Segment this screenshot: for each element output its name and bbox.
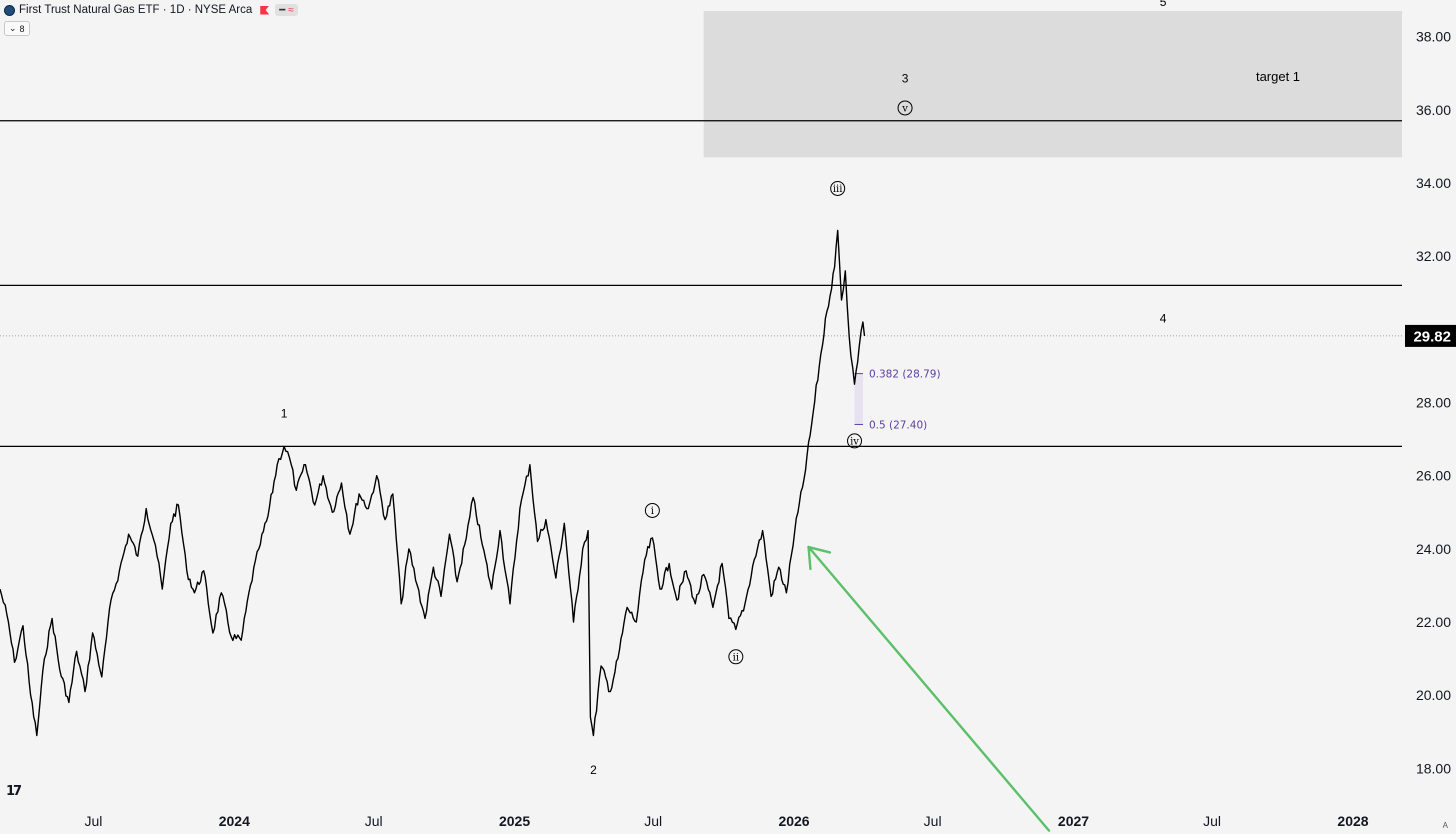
price-line (0, 229, 866, 737)
fib-level-label: 0.5 (27.40) (869, 419, 927, 431)
wave-label-1: 1 (281, 406, 288, 420)
target-zone-layer: target 1 (703, 10, 1402, 158)
price-series-layer (0, 229, 866, 737)
wave-label-circle (728, 649, 744, 665)
tradingview-logo-icon[interactable]: 17 (6, 784, 22, 799)
wave-label-5: 5 (1160, 0, 1167, 9)
x-tick-label: Jul (644, 813, 662, 829)
wave-label-2: 2 (590, 763, 597, 777)
arrow-head (807, 545, 832, 554)
approx-icon: ≈ (288, 4, 294, 16)
wave-label-circle (847, 433, 863, 449)
chart-header: First Trust Natural Gas ETF · 1D · NYSE … (4, 2, 298, 18)
x-tick-label: Jul (84, 813, 102, 829)
y-tick-label: 34.00 (1416, 175, 1451, 191)
wave-label-v: v (901, 103, 908, 114)
price-axis[interactable]: 18.0020.0022.0024.0026.0028.0030.0032.00… (1405, 29, 1456, 777)
wave-label-circle (897, 100, 913, 116)
y-tick-label: 38.00 (1416, 29, 1451, 45)
last-price-label: 29.82 (1413, 328, 1451, 345)
wave-label-ii: ii (733, 652, 739, 663)
circle-logo-icon (4, 4, 15, 16)
y-tick-label: 28.00 (1416, 395, 1451, 411)
status-pill[interactable]: ━ ≈ (275, 4, 298, 16)
y-tick-label: 24.00 (1416, 541, 1451, 557)
minus-icon: ━ (279, 4, 286, 16)
wave-label-i: i (651, 506, 654, 517)
auto-scale-button[interactable]: A (1442, 821, 1448, 830)
arrow-layer (807, 545, 1051, 832)
fib-retracement-layer: 0.382 (28.79) 0.5 (27.40) (854, 369, 941, 431)
x-tick-label: 2024 (219, 813, 250, 829)
y-tick-label: 22.00 (1416, 614, 1451, 630)
x-tick-label: 2025 (499, 813, 530, 829)
arrow-head (807, 545, 812, 571)
y-tick-label: 20.00 (1416, 687, 1451, 703)
x-tick-label: 2028 (1337, 813, 1368, 829)
x-tick-label: Jul (924, 813, 942, 829)
symbol-title[interactable]: First Trust Natural Gas ETF · 1D · NYSE … (19, 4, 253, 16)
fib-zone (854, 373, 863, 425)
y-tick-label: 36.00 (1416, 102, 1451, 118)
target-zone-box (703, 10, 1402, 158)
x-tick-label: Jul (1203, 813, 1221, 829)
arrow-shaft (807, 545, 1051, 832)
y-tick-label: 32.00 (1416, 248, 1451, 264)
x-tick-label: 2027 (1058, 813, 1089, 829)
time-axis[interactable]: Jul 2024 Jul 2025 Jul 2026 Jul 2027 Jul 2028 (84, 813, 1368, 829)
y-tick-label: 18.00 (1416, 760, 1451, 776)
chevron-down-icon: ⌄ (9, 23, 17, 33)
x-tick-label: 2026 (778, 813, 809, 829)
wave-label-circle (830, 180, 846, 196)
wave-label-iv: iv (850, 436, 859, 447)
wave-label-4: 4 (1160, 311, 1167, 325)
target-zone-label: target 1 (1256, 69, 1300, 84)
wave-label-circle (644, 502, 660, 518)
wave-label-iii: iii (833, 184, 843, 195)
x-tick-label: Jul (365, 813, 383, 829)
last-price-badge (1405, 324, 1456, 347)
fib-level-label: 0.382 (28.79) (869, 369, 941, 381)
red-flag-icon[interactable] (260, 5, 270, 15)
wave-label-3: 3 (902, 72, 909, 86)
y-tick-label: 26.00 (1416, 468, 1451, 484)
horizontal-lines-layer (0, 120, 1402, 448)
indicator-count: 8 (19, 23, 25, 34)
indicators-toggle[interactable]: ⌄ 8 (4, 21, 30, 36)
